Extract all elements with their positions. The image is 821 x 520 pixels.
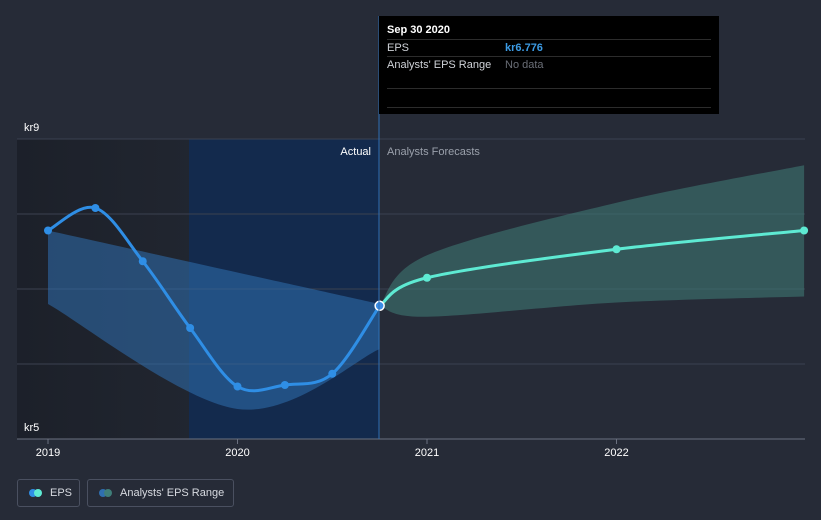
legend-range-label: Analysts' EPS Range (120, 487, 225, 499)
x-tick-label: 2022 (604, 447, 628, 459)
range-legend-dot-actual (99, 489, 107, 497)
x-tick-label: 2019 (36, 447, 60, 459)
tooltip-eps-row: EPS kr6.776 (387, 39, 711, 57)
eps-point (612, 245, 621, 254)
eps-legend-dot-actual (29, 489, 37, 497)
eps-highlight-point (374, 300, 385, 312)
range-legend-dot-forecast (104, 489, 112, 497)
tooltip-range-value: No data (505, 59, 544, 71)
tooltip-eps-label: EPS (387, 42, 410, 54)
tooltip-range-row: Analysts' EPS Range No data (387, 56, 711, 74)
eps-point (138, 257, 147, 266)
eps-point (186, 324, 195, 332)
eps-point (233, 382, 242, 391)
actual-label: Actual (340, 146, 371, 158)
eps-line-forecast (378, 229, 806, 308)
eps-point (328, 369, 337, 378)
x-tick-label: 2021 (415, 447, 439, 459)
tooltip: Sep 30 2020 EPS kr6.776 Analysts' EPS Ra… (379, 16, 719, 114)
eps-point (423, 273, 431, 282)
range-legend-icon (99, 489, 114, 497)
x-tick-label: 2020 (225, 447, 249, 459)
y-tick-label-bottom: kr5 (24, 422, 39, 434)
y-tick-label-top: kr9 (24, 122, 39, 134)
forecast-label: Analysts Forecasts (387, 146, 480, 158)
eps-range-band-historical (48, 230, 380, 410)
tooltip-date: Sep 30 2020 (387, 24, 450, 36)
tooltip-eps-value: kr6.776 (505, 42, 543, 54)
legend-eps-button[interactable]: EPS (17, 479, 80, 507)
legend-range-button[interactable]: Analysts' EPS Range (87, 479, 234, 507)
eps-point (91, 204, 100, 212)
tooltip-spacer (387, 88, 711, 108)
eps-point (280, 381, 289, 389)
tooltip-range-label: Analysts' EPS Range (387, 59, 492, 71)
eps-range-band-forecast (379, 165, 805, 317)
legend-eps-label: EPS (50, 487, 73, 499)
eps-point (44, 226, 52, 235)
eps-legend-dot-forecast (34, 489, 42, 497)
eps-legend-icon (29, 489, 44, 497)
eps-point (800, 226, 809, 235)
